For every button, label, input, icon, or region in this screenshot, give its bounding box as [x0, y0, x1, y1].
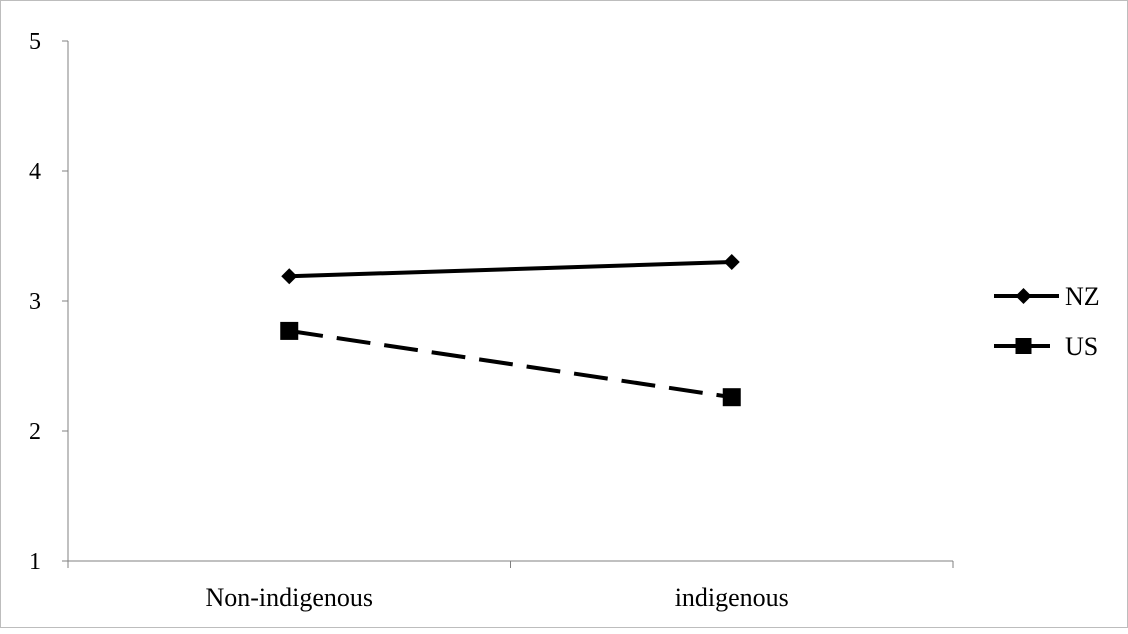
y-tick-label: 1	[29, 549, 41, 575]
legend: NZ US	[994, 282, 1100, 361]
legend-label: NZ	[1065, 282, 1100, 311]
data-point	[281, 268, 298, 285]
legend-swatch-marker	[1015, 338, 1032, 354]
series-us	[280, 321, 741, 407]
x-tick-label: Non-indigenous	[205, 583, 373, 612]
y-tick-label: 4	[29, 159, 41, 185]
y-tick-label: 3	[29, 289, 41, 315]
legend-swatch-marker	[1015, 288, 1032, 304]
data-point	[280, 321, 299, 340]
y-tick-label: 5	[29, 29, 41, 55]
axes: 1 2 3 4 5 Non-indigenous indigenous	[29, 29, 954, 612]
data-point	[722, 388, 741, 407]
data-point	[723, 254, 740, 270]
series-nz	[281, 254, 740, 285]
legend-item: US	[994, 332, 1098, 361]
legend-item: NZ	[994, 282, 1100, 311]
series-line	[288, 328, 733, 400]
y-tick-label: 2	[29, 419, 41, 445]
series-layer	[280, 254, 741, 407]
series-line	[289, 260, 732, 279]
legend-label: US	[1065, 332, 1098, 361]
x-tick-label: indigenous	[675, 583, 789, 612]
